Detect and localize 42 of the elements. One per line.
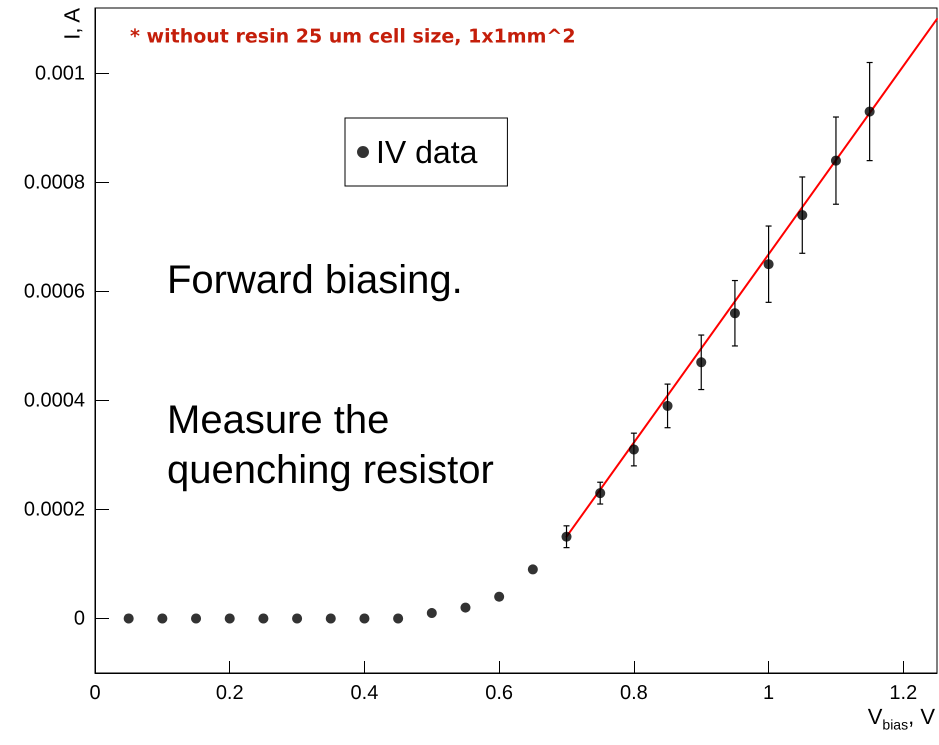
x-tick-label: 0.2 (216, 682, 244, 704)
point (662, 400, 673, 411)
point (595, 488, 606, 498)
y-axis-title: I, A (60, 8, 84, 40)
x-tick-label: 1.2 (889, 682, 918, 704)
point (528, 564, 538, 574)
point (292, 613, 302, 624)
point (696, 357, 706, 368)
y-tick-label: 0.0004 (24, 389, 85, 412)
point (494, 592, 504, 602)
x-axis-title: V$_{bias}$, V (868, 704, 935, 732)
point (562, 532, 572, 542)
x-tick-label: 0.4 (350, 682, 378, 704)
point (393, 613, 404, 624)
point (426, 608, 437, 618)
point (628, 444, 639, 455)
point (258, 613, 268, 624)
legend-label: IV data (376, 134, 478, 170)
y-tick-label: 0.001 (34, 62, 85, 84)
point (830, 156, 841, 166)
text: * without resin 25 um cell size, 1x1mm^2 (130, 26, 576, 48)
x-tick-label: 0 (89, 682, 101, 704)
x-tick-label: 1 (763, 682, 774, 704)
point (326, 613, 336, 624)
point (124, 613, 134, 624)
point (191, 613, 202, 624)
y-tick-label: 0 (74, 607, 85, 630)
y-tick-label: 0.0006 (24, 280, 85, 302)
point (864, 106, 875, 117)
annotation: Forward biasing. (167, 258, 463, 302)
x-tick-label: 0.6 (485, 682, 514, 704)
point (224, 613, 235, 624)
point (730, 308, 740, 318)
point (764, 259, 774, 270)
y-tick-label: 0.0002 (24, 498, 85, 520)
point (157, 613, 168, 624)
point (460, 602, 470, 613)
x-tick-label: 0.8 (620, 682, 648, 704)
y-tick-label: 0.0008 (24, 171, 85, 194)
point (359, 613, 370, 624)
point (797, 210, 808, 220)
annotation: Measure the quenching resistor (167, 398, 494, 492)
